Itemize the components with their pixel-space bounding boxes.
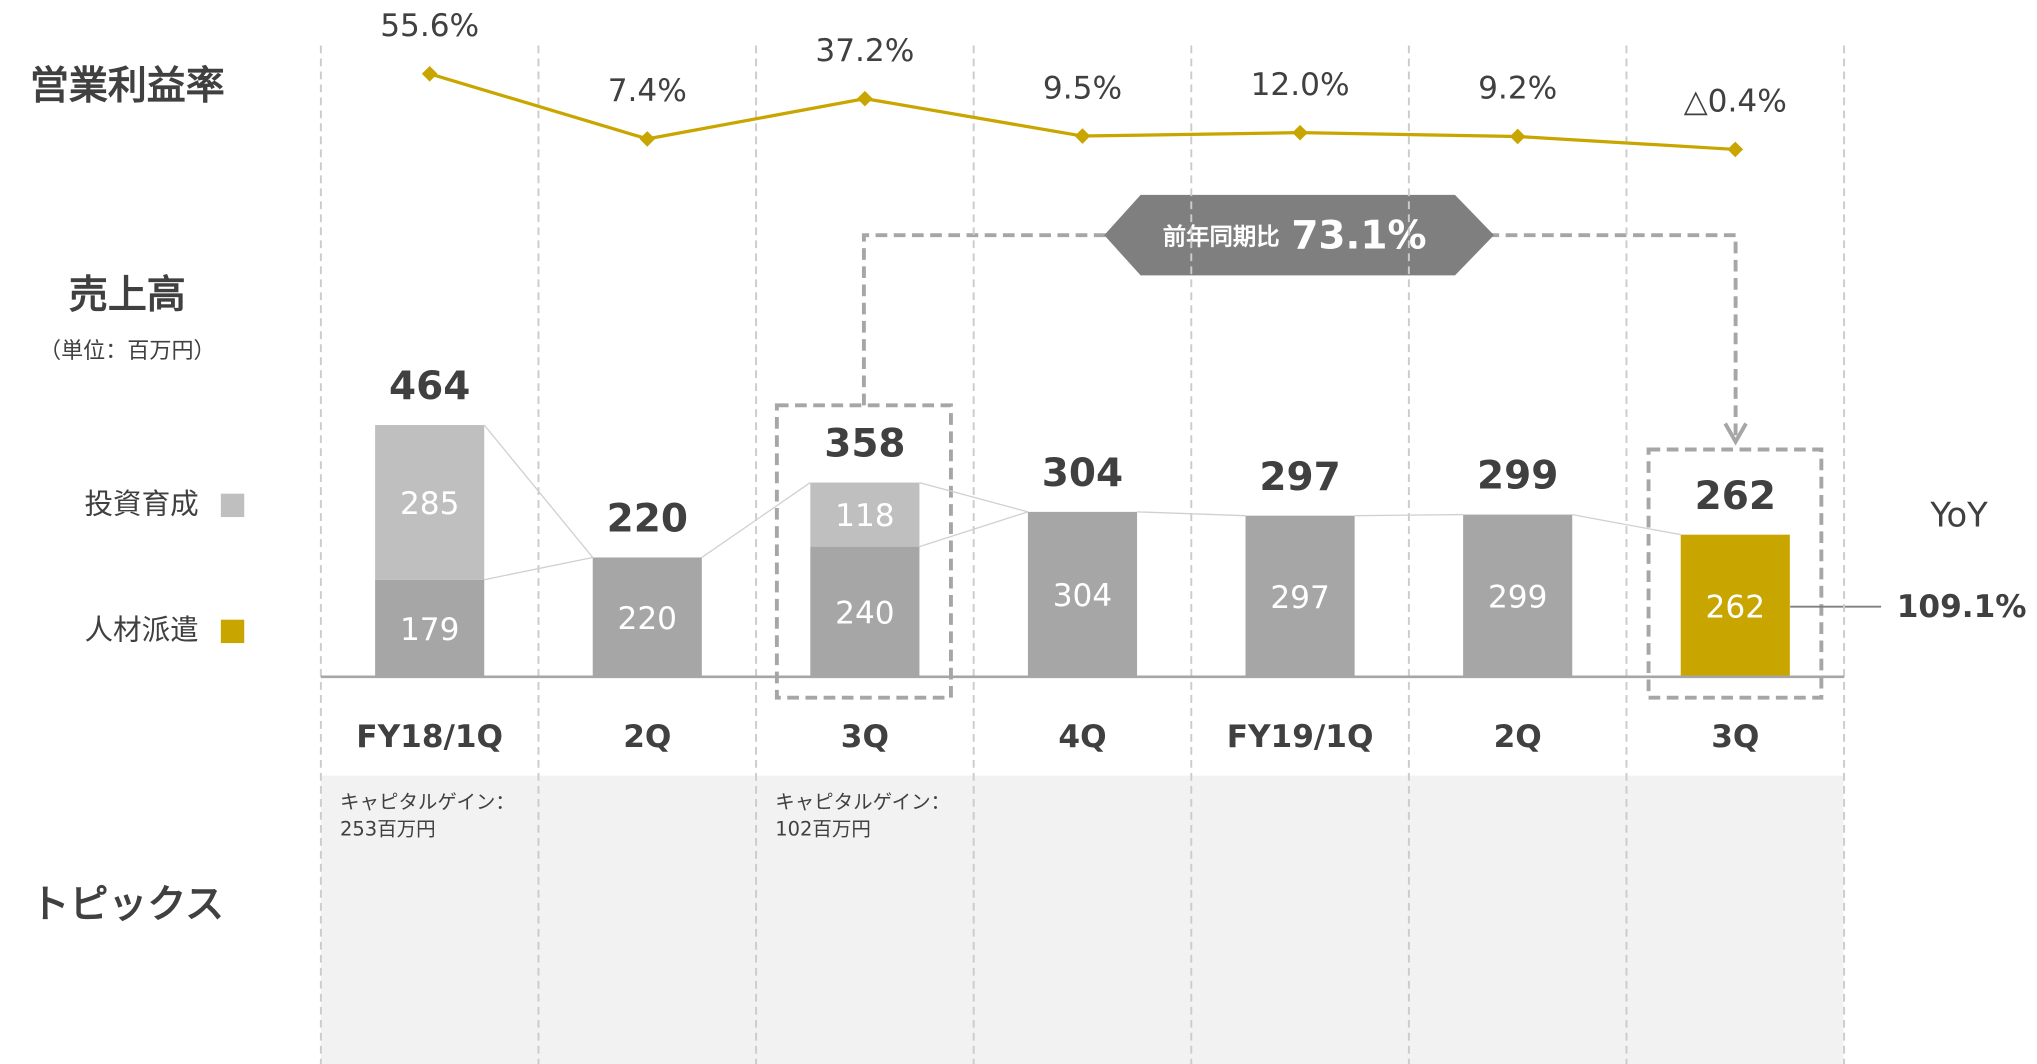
connector	[483, 424, 594, 558]
callout-badge	[1104, 194, 1494, 276]
row-label: トピックス	[30, 882, 224, 927]
margin-marker	[421, 65, 438, 82]
margin-marker	[1509, 128, 1526, 145]
segment-label: 297	[1270, 580, 1329, 616]
category-label: 3Q	[1711, 719, 1759, 755]
yoy-value: 109.1%	[1897, 589, 2027, 625]
bar-segment	[1463, 514, 1573, 677]
unit-label: （単位：百万円）	[39, 339, 216, 364]
margin-marker	[1074, 128, 1091, 144]
margin-marker	[857, 90, 873, 107]
margin-label: 55.6%	[380, 8, 479, 44]
bar-segment	[810, 546, 920, 677]
segment-label: 179	[400, 612, 459, 648]
category-label: 4Q	[1058, 719, 1106, 755]
connector	[1354, 513, 1464, 517]
bar-segment	[810, 482, 920, 547]
legend-swatch	[220, 493, 245, 518]
category-label: FY19/1Q	[1227, 719, 1374, 755]
total-label: 299	[1477, 454, 1558, 499]
yoy-label: YoY	[1929, 496, 1988, 535]
topics-background	[320, 775, 1844, 1064]
bar-segment	[375, 579, 485, 677]
topic-text: 253百万円	[340, 818, 436, 841]
bar-segment	[375, 425, 485, 580]
segment-label: 240	[835, 595, 894, 631]
callout-frame	[774, 233, 1824, 700]
connector	[701, 482, 811, 558]
total-label: 304	[1042, 451, 1123, 496]
margin-marker	[1727, 141, 1744, 158]
connector	[1572, 513, 1681, 536]
segment-label: 220	[618, 601, 677, 637]
total-label: 262	[1695, 474, 1776, 519]
margin-label: △0.4%	[1684, 84, 1787, 120]
total-label: 297	[1259, 455, 1340, 500]
category-label: 2Q	[623, 719, 671, 755]
connector	[919, 481, 1029, 513]
margin-label: 9.2%	[1478, 71, 1557, 107]
margin-label: 9.5%	[1043, 70, 1122, 106]
segment-label: 299	[1488, 579, 1547, 615]
comparison-label: 前年同期比	[1163, 222, 1280, 250]
topic-text: キャピタルゲイン：	[775, 790, 950, 813]
connector	[484, 556, 593, 581]
bar-segment	[1027, 511, 1138, 677]
segment-label: 285	[400, 486, 459, 522]
comparison-value: 73.1%	[1291, 213, 1426, 258]
total-label: 358	[824, 422, 905, 467]
connector	[1137, 511, 1246, 517]
margin-label: 12.0%	[1251, 67, 1350, 103]
category-label: 2Q	[1494, 719, 1542, 755]
callout-arrow	[1723, 422, 1748, 446]
topic-text: キャピタルゲイン：	[340, 790, 515, 813]
topic-text: 102百万円	[775, 818, 871, 841]
category-label: 3Q	[841, 719, 889, 755]
segment-label: 262	[1706, 589, 1765, 625]
legend-label: 投資育成	[84, 486, 198, 520]
row-label: 売上高	[69, 273, 186, 318]
segment-label: 118	[835, 498, 894, 534]
bar-segment	[1680, 534, 1790, 677]
segment-label: 304	[1053, 578, 1112, 614]
legend-label: 人材派遣	[84, 612, 198, 646]
legend-swatch	[220, 619, 245, 644]
category-label: FY18/1Q	[356, 719, 503, 755]
row-label: 営業利益率	[30, 64, 225, 109]
margin-label: 7.4%	[608, 73, 687, 109]
bar-segment	[592, 557, 702, 677]
margin-label: 37.2%	[815, 33, 914, 69]
total-label: 220	[607, 497, 688, 542]
margin-marker	[639, 131, 656, 147]
total-label: 464	[389, 364, 470, 409]
connector	[919, 511, 1029, 548]
margin-marker	[1292, 124, 1308, 141]
bar-segment	[1245, 515, 1355, 677]
